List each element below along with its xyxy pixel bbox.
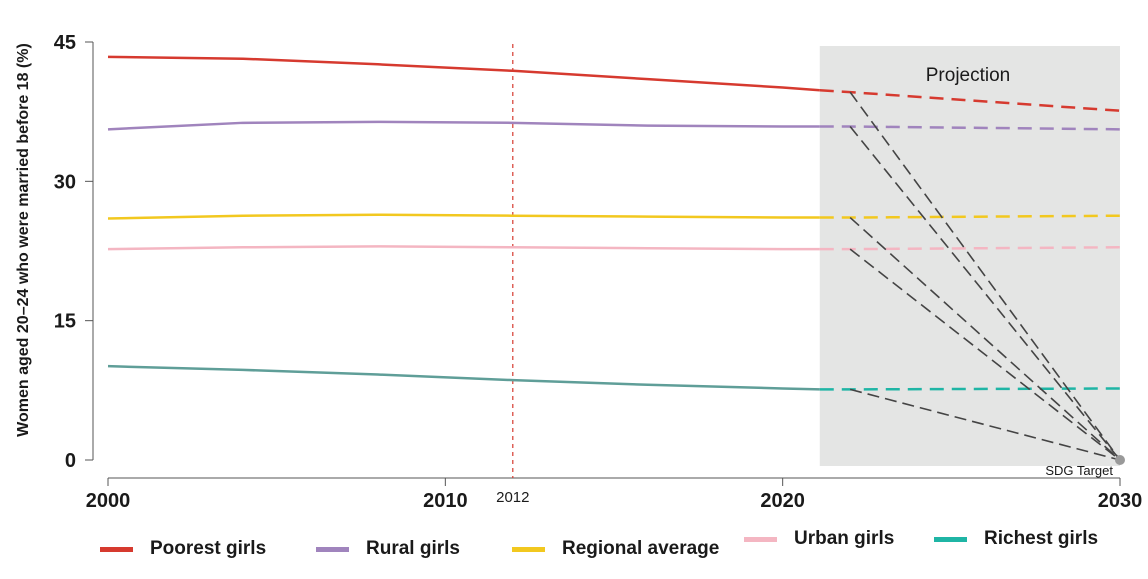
y-axis-label: Women aged 20–24 who were married before… [15, 43, 32, 437]
legend-item-richest: Richest girls [934, 528, 1098, 550]
sdg-target-point [1115, 455, 1125, 465]
legend-swatch-rural [316, 546, 349, 552]
target-line-poorest [849, 91, 1121, 461]
series-line-regional [107, 213, 820, 220]
y-tick-label: 30 [54, 171, 76, 193]
legend-label-urban: Urban girls [794, 528, 895, 549]
target-line-regional [849, 216, 1121, 461]
series-line-rural [107, 120, 820, 131]
legend-item-poorest: Poorest girls [100, 538, 266, 560]
series-line-richest [107, 364, 820, 391]
axes: 0 15 30 45 2000 2010 2020 2030 [54, 32, 1143, 512]
legend: Poorest girls Rural girls Regional avera… [0, 524, 1148, 579]
sdg-target-label: SDG Target [1045, 463, 1113, 478]
y-tick-label: 15 [54, 311, 76, 333]
legend-item-regional: Regional average [512, 538, 719, 560]
marker-year-label: 2012 [496, 489, 529, 506]
legend-label-poorest: Poorest girls [150, 538, 267, 559]
y-tick-label: 45 [54, 32, 76, 54]
series-line-urban [107, 245, 820, 251]
sdg-target-lines [849, 91, 1125, 465]
y-tick-label: 0 [65, 450, 76, 472]
legend-label-regional: Regional average [562, 538, 720, 559]
legend-swatch-regional [512, 546, 545, 552]
legend-label-rural: Rural girls [366, 538, 460, 559]
x-tick-label: 2000 [86, 490, 131, 512]
x-tick-label: 2010 [423, 490, 468, 512]
legend-item-urban: Urban girls [744, 528, 894, 550]
target-line-urban [849, 248, 1121, 461]
chart-labels: Projection 2012 SDG Target Women aged 20… [15, 43, 1113, 506]
legend-label-richest: Richest girls [984, 528, 1099, 549]
legend-swatch-poorest [100, 546, 133, 552]
line-chart: 0 15 30 45 2000 2010 2020 2030 Projection 2012 … [15, 32, 1143, 512]
x-tick-label: 2020 [760, 490, 805, 512]
x-tick-label: 2030 [1098, 490, 1143, 512]
legend-swatch-urban [744, 536, 777, 542]
legend-swatch-richest [934, 536, 967, 542]
series-line-poorest [107, 55, 820, 92]
projection-label: Projection [926, 65, 1011, 86]
legend-item-rural: Rural girls [316, 538, 460, 560]
target-line-richest [849, 388, 1121, 461]
